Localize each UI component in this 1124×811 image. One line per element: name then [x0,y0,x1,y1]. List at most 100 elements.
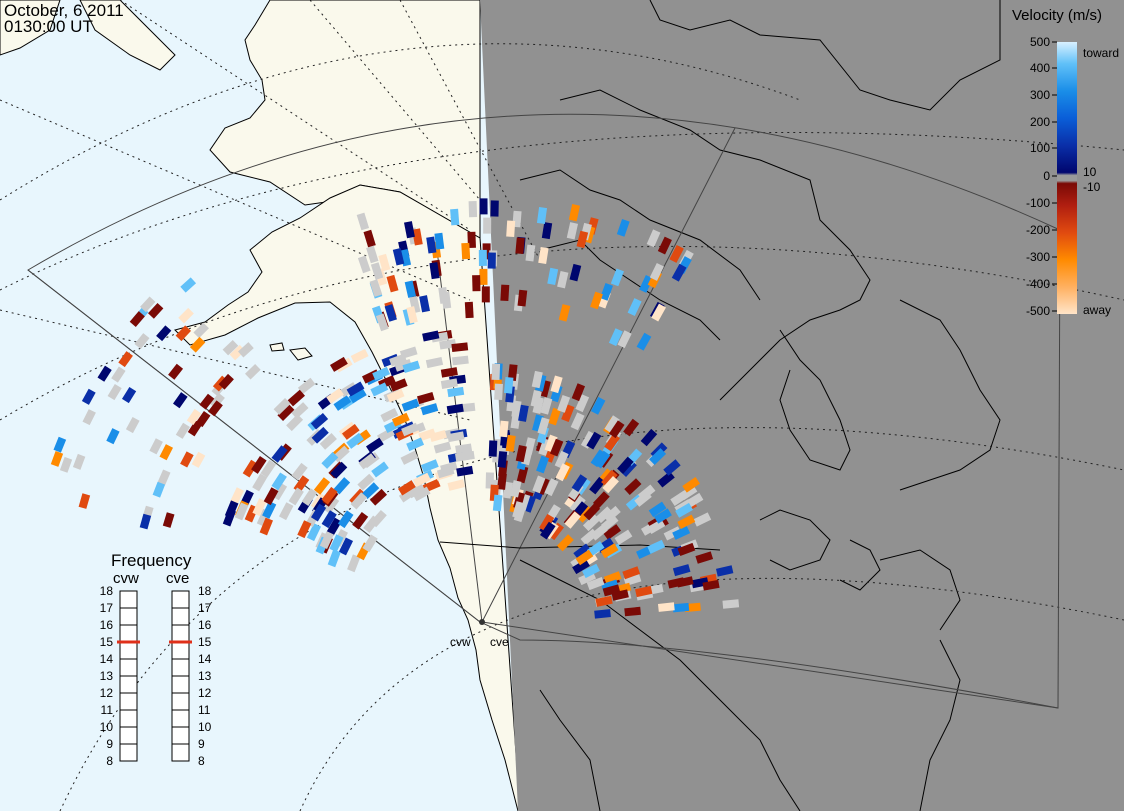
scatter-cell [544,434,558,453]
scatter-cell [617,330,632,349]
scatter-cell [321,486,338,505]
frequency-tick-label: 8 [198,754,205,768]
scatter-cell [570,412,585,431]
scatter-cell [590,449,607,468]
scatter-cell [329,534,344,553]
fields-of-view [27,113,1061,709]
scatter-cell [497,473,507,490]
scatter-cell [263,487,279,506]
scatter-cell [389,378,408,392]
scatter-cell [640,428,658,447]
scatter-cell [616,219,630,237]
scatter-cell [420,459,439,473]
scatter-cell [224,500,239,519]
scatter-cell [357,255,371,274]
scatter-cell [406,306,418,324]
scatter-cell [426,236,437,254]
frequency-scales: 18 17 16 15 14 13 12 11 10 9 8 18 17 16 15 14 13 12 11 10 9 8 [100,584,212,768]
scatter-cell [490,200,499,217]
scatter-cell [623,418,640,437]
frequency-tick-label: 12 [100,686,114,700]
scatter-cell [436,466,455,479]
radar-label-cvw: cvw [450,635,471,649]
scatter-cell [608,420,625,439]
scatter-cell [156,325,172,342]
scatter-cell [627,298,642,316]
scatter-cell [635,585,653,598]
scatter-cell [291,462,308,481]
scatter-cell [434,232,445,250]
scatter-cell [497,451,508,468]
scatter-cell [647,539,666,554]
velocity-legend: Velocity (m/s) 500400300200100100-10-100… [1012,7,1119,318]
scatter-cell [693,512,712,527]
scatter-cell [193,322,209,339]
scatter-cell [503,376,514,394]
scatter-cell [82,409,96,426]
scatter-cell [106,428,120,445]
scatter-cell [548,407,561,426]
scatter-cell [636,332,652,351]
scatter-cell [59,456,73,473]
scatter-cell [180,451,194,468]
scatter-cell [451,355,469,366]
scatter-cell [610,268,624,287]
scatter-cell [425,356,444,369]
scatter-cell [118,351,133,368]
scatter-cell [152,481,166,498]
scatter-cell [326,517,342,536]
scatter-cell [582,514,601,532]
scatter-cell [346,381,365,397]
scatter-cell [604,433,620,452]
scatter-cell [622,566,641,580]
scatter-cell [575,549,594,566]
scatter-cell [536,207,548,224]
scatter-cell [420,403,439,416]
velocity-tick-label: -200 [1026,223,1050,237]
scatter-cell [512,501,525,519]
scatter-cell [670,490,689,507]
scatter-cell [369,488,388,506]
scatter-cell [180,277,197,293]
scatter-cell [461,242,471,260]
scatter-cell [417,391,435,405]
scatter-cell [400,450,419,465]
scatter-cell [319,433,337,450]
scatter-cell [568,203,581,222]
scatter-cell [450,208,460,226]
scatter-cell [372,366,391,381]
scatter-cell [682,476,700,493]
scatter-cell [451,342,469,353]
scatter-cell [672,602,690,613]
scatter-cell [195,411,211,428]
scatter-cell [419,295,430,313]
scatter-cell [488,440,498,457]
scatter-cell [242,459,258,478]
scatter-cell [168,363,184,380]
scatter-cell [129,311,145,327]
scatter-cell [251,456,267,474]
scatter-cell [614,529,633,545]
scatter-cell [511,400,522,418]
scatter-cell [301,488,318,506]
scatter-cell [586,431,602,450]
scatter-cell [326,388,344,404]
scatter-cell [346,432,364,449]
frequency-tick-label: 11 [198,703,211,717]
scatter-cell [348,388,367,404]
scatter-cell [722,599,740,609]
scatter-cell [590,291,603,310]
scatter-cell [313,477,331,495]
scatter-cell [657,602,675,612]
scatter-cell [412,486,431,502]
scatter-cell [639,275,654,293]
scatter-cell [557,395,571,413]
scatter-cell [440,378,458,389]
scatter-cell [392,248,405,266]
scatter-cell [580,430,596,449]
scatter-cell [649,448,667,466]
scatter-cell [531,370,543,389]
scatter-cell [464,301,474,319]
scatter-cell [602,476,619,494]
scatter-cell [422,330,440,342]
